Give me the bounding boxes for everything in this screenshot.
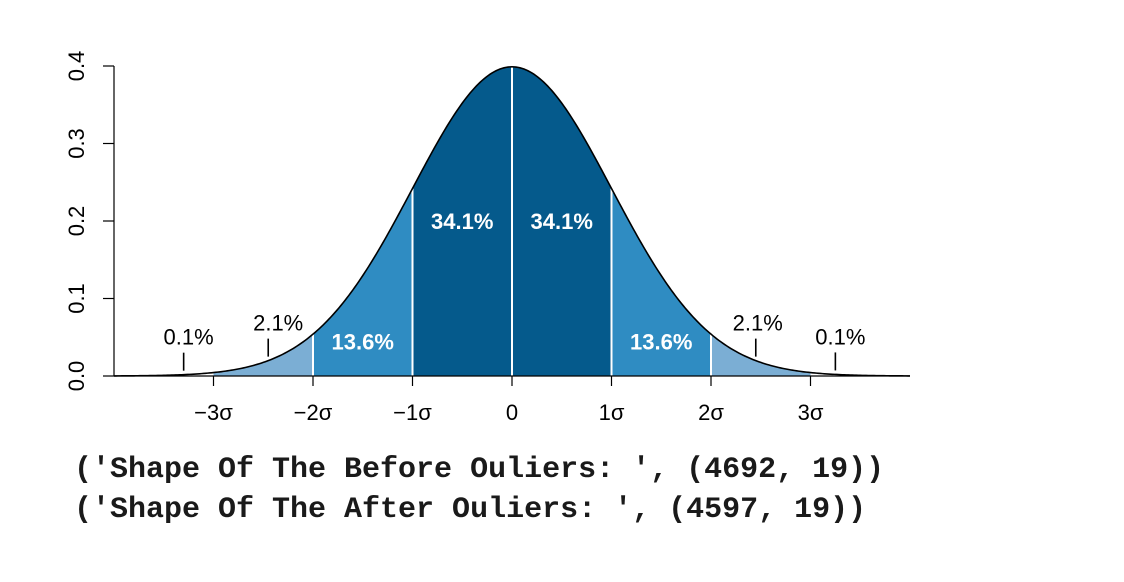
x-tick-label: −2σ	[294, 400, 333, 425]
y-tick-label: 0.4	[64, 51, 89, 82]
region-percent-label: 13.6%	[332, 330, 394, 355]
y-tick-label: 0.3	[64, 128, 89, 159]
region-1	[213, 334, 313, 376]
x-tick-label: −1σ	[393, 400, 432, 425]
y-tick-label: 0.0	[64, 361, 89, 392]
tail-percent-label: 2.1%	[253, 311, 303, 336]
region-6	[711, 334, 811, 376]
x-tick-label: 3σ	[798, 400, 824, 425]
region-percent-label: 34.1%	[531, 209, 593, 234]
x-tick-label: 1σ	[599, 400, 625, 425]
region-percent-label: 34.1%	[431, 209, 493, 234]
normal-distribution-chart: −3σ −2σ −1σ 0 1σ 2σ 3σ 0.0 0.1 0.2 0.3 0.4 34.1% 34.1…	[64, 51, 911, 425]
console-output: ('Shape Of The Before Ouliers: ', (4692,…	[74, 450, 884, 530]
x-tick-label: 0	[506, 400, 518, 425]
density-curve	[113, 66, 911, 377]
tail-percent-label: 0.1%	[164, 325, 214, 350]
y-tick-label: 0.1	[64, 283, 89, 314]
y-tick-label: 0.2	[64, 206, 89, 237]
x-tick-label: −3σ	[194, 400, 233, 425]
tail-percent-label: 0.1%	[815, 324, 865, 349]
output-line-after: ('Shape Of The After Ouliers: ', (4597, …	[74, 493, 867, 527]
x-tick-label: 2σ	[698, 400, 724, 425]
tail-percent-label: 2.1%	[733, 311, 783, 336]
output-line-before: ('Shape Of The Before Ouliers: ', (4692,…	[74, 453, 885, 487]
region-percent-label: 13.6%	[630, 330, 692, 355]
